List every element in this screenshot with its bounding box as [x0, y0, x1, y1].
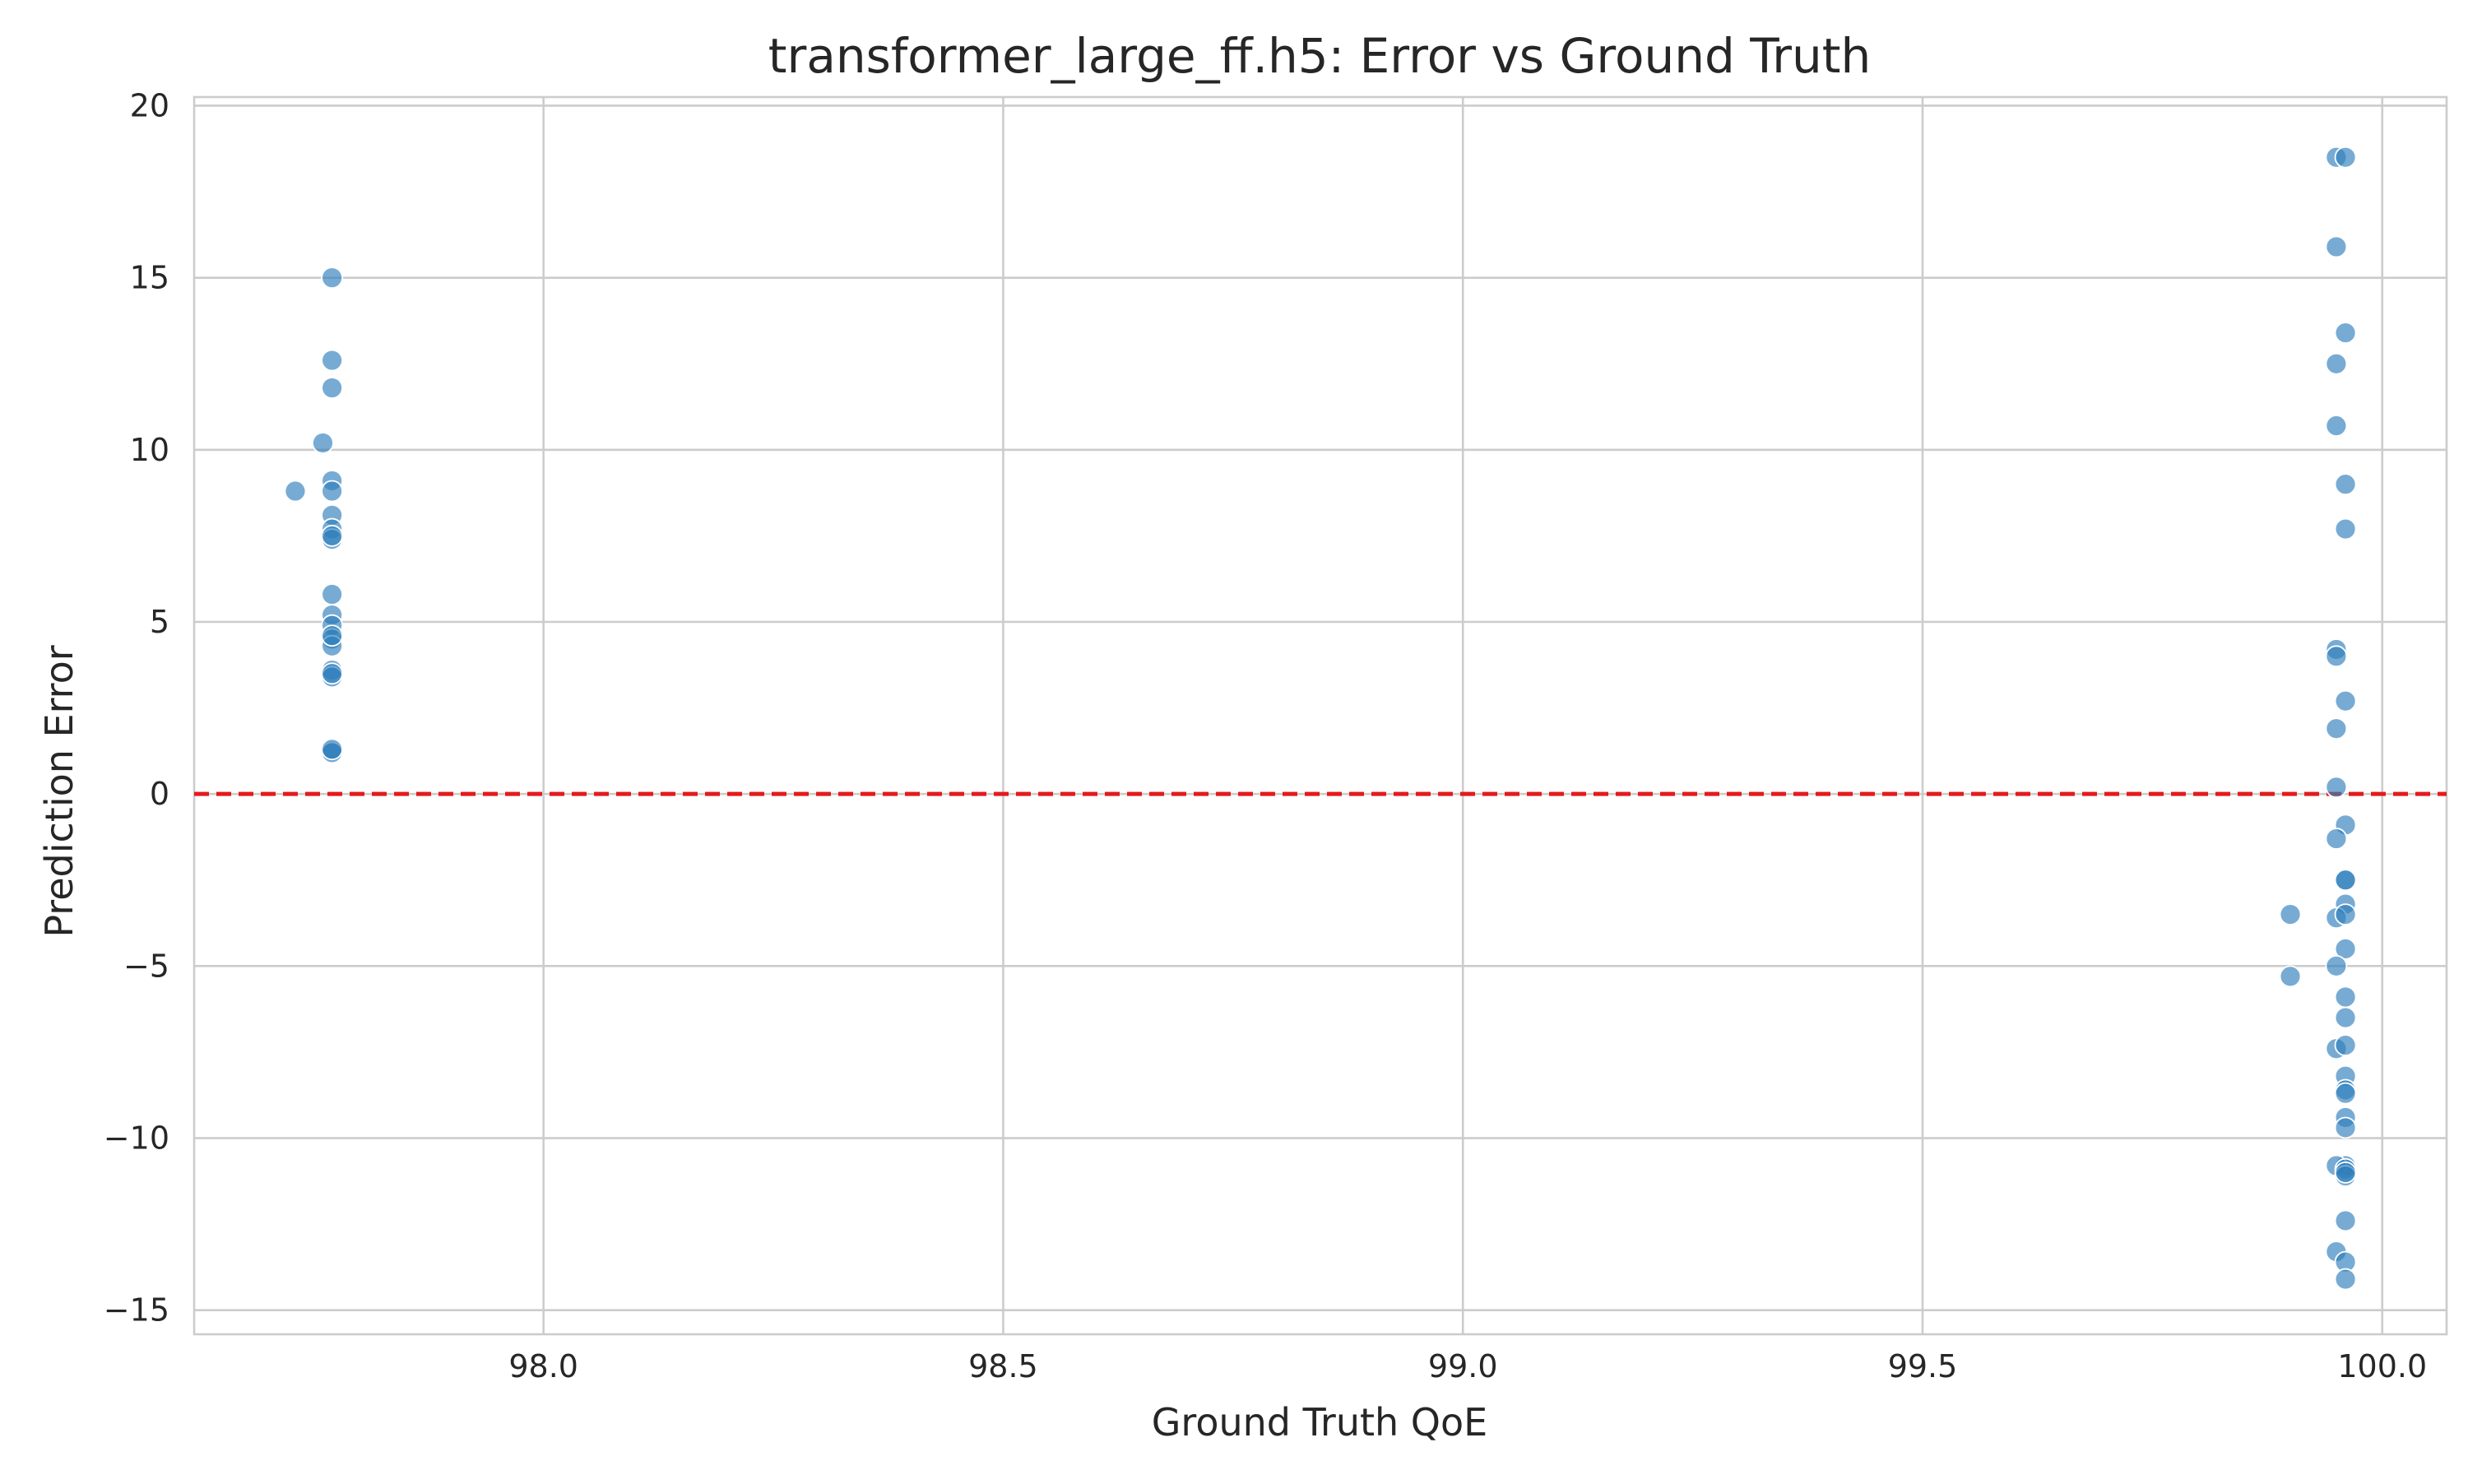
data-point: [321, 624, 344, 647]
plot-area-frame: [193, 95, 2448, 1336]
data-point: [2334, 689, 2357, 712]
x-tick-label: 99.0: [1428, 1348, 1498, 1384]
data-point: [2334, 1006, 2357, 1029]
x-tick-label: 98.0: [508, 1348, 578, 1384]
data-point: [321, 525, 344, 547]
data-point: [321, 583, 344, 605]
data-point: [2325, 645, 2348, 668]
y-tick-label: −15: [104, 1292, 169, 1329]
y-tick-label: 5: [150, 604, 169, 640]
data-point: [2334, 146, 2357, 169]
data-point: [2334, 869, 2357, 892]
data-point: [2334, 473, 2357, 496]
data-point: [321, 267, 344, 290]
data-point: [321, 738, 344, 761]
x-tick-label: 99.5: [1888, 1348, 1958, 1384]
data-point: [2325, 352, 2348, 375]
y-tick-label: −5: [123, 948, 169, 984]
data-point: [312, 432, 334, 454]
y-axis-tick-labels: 20 15 10 5 0 −5 −10 −15: [104, 87, 169, 1328]
y-tick-label: 0: [150, 776, 169, 812]
data-point: [321, 662, 344, 685]
x-axis-label: Ground Truth QoE: [1152, 1400, 1487, 1445]
data-point: [321, 480, 344, 503]
data-point: [284, 480, 307, 503]
data-point: [321, 349, 344, 372]
data-point: [2279, 965, 2302, 988]
x-axis-tick-labels: 98.0 98.5 99.0 99.5 100.0: [508, 1348, 2427, 1384]
data-point: [2334, 1116, 2357, 1139]
y-axis-label: Prediction Error: [37, 645, 81, 937]
data-point: [2334, 1268, 2357, 1291]
data-point: [2334, 517, 2357, 540]
x-tick-label: 100.0: [2337, 1348, 2427, 1384]
data-point: [2325, 415, 2348, 437]
data-point: [2334, 938, 2357, 960]
data-point: [321, 377, 344, 399]
data-point: [2334, 1161, 2357, 1184]
data-point: [2334, 1082, 2357, 1105]
data-point: [2334, 322, 2357, 344]
data-point: [2334, 985, 2357, 1009]
x-tick-label: 98.5: [968, 1348, 1038, 1384]
data-point: [2325, 954, 2348, 977]
data-point: [2325, 828, 2348, 850]
data-point: [2334, 1209, 2357, 1232]
y-tick-label: 20: [130, 87, 169, 123]
data-point: [2325, 717, 2348, 740]
data-point: [2334, 903, 2357, 926]
data-points: [284, 146, 2357, 1291]
data-point: [2325, 776, 2348, 799]
data-point: [2325, 235, 2348, 258]
data-point: [2334, 1034, 2357, 1056]
y-tick-label: 15: [130, 260, 169, 296]
chart-title: transformer_large_ff.h5: Error vs Ground…: [768, 28, 1871, 84]
data-point: [2279, 903, 2302, 926]
y-tick-label: −10: [104, 1120, 169, 1157]
vertical-gridlines: [542, 97, 2384, 1334]
y-tick-label: 10: [130, 432, 169, 468]
